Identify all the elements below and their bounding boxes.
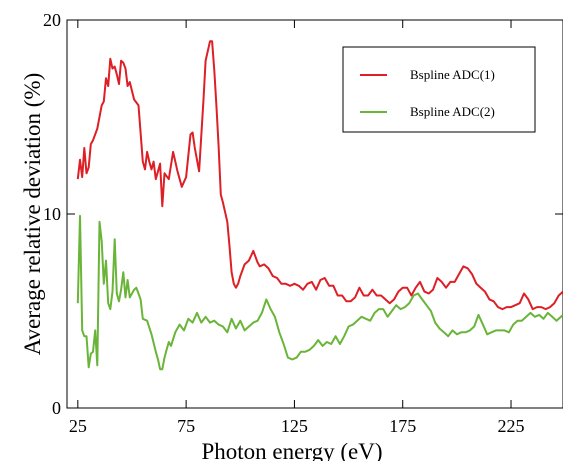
y-tick-label: 0	[52, 398, 61, 418]
axis-ticks: 25 75 125 175 225 0 10 20	[43, 10, 563, 436]
legend-label-2: Bspline ADC(2)	[410, 104, 495, 119]
x-axis-title: Photon energy (eV)	[202, 439, 383, 461]
y-axis-title: Average relative deviation (%)	[20, 73, 45, 355]
y-tick-label: 20	[43, 10, 61, 30]
series-line-1	[76, 40, 563, 311]
series-lines	[76, 40, 563, 371]
series-line-2	[76, 214, 563, 371]
legend-label-1: Bspline ADC(1)	[410, 67, 495, 82]
legend: Bspline ADC(1) Bspline ADC(2)	[342, 46, 536, 133]
x-tick-label: 75	[177, 416, 195, 436]
x-tick-label: 125	[281, 416, 308, 436]
x-tick-label: 225	[498, 416, 525, 436]
x-tick-label: 175	[389, 416, 416, 436]
legend-box	[342, 46, 536, 133]
x-tick-label: 25	[69, 416, 87, 436]
y-tick-label: 10	[43, 204, 61, 224]
